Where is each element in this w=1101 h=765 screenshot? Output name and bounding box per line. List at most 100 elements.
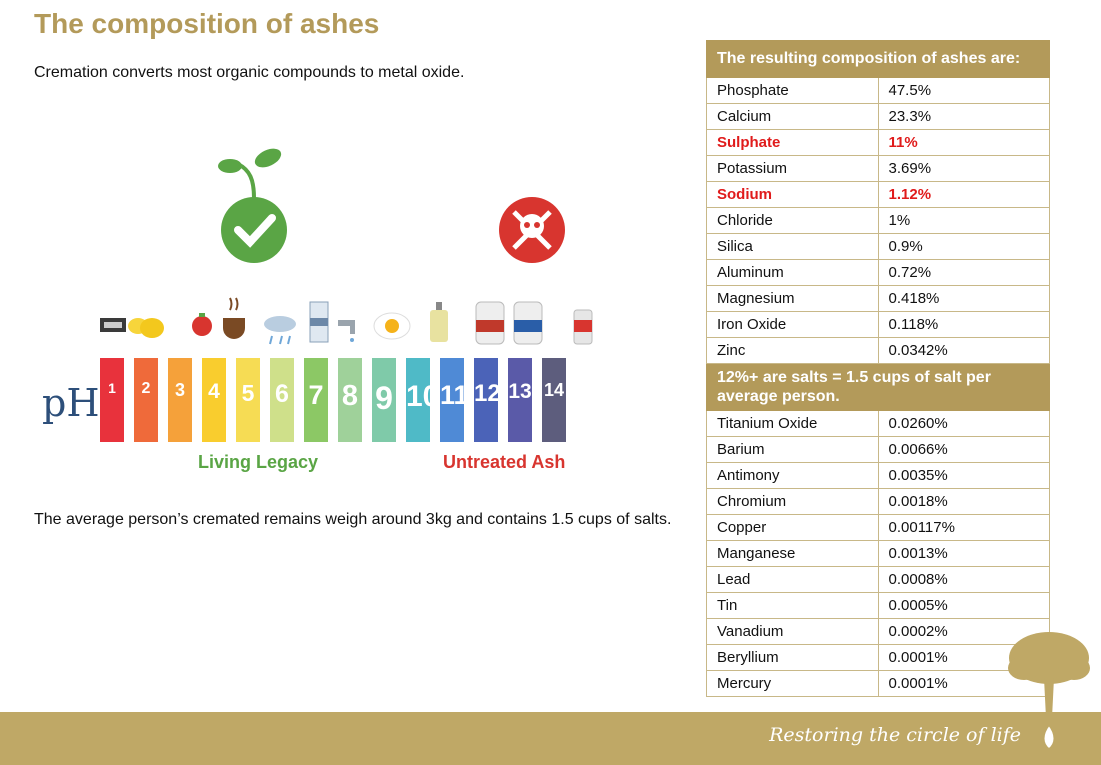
table-row: Tin 0.0005% — [706, 592, 1050, 619]
element-name: Lead — [706, 566, 879, 593]
ph-bar-2: 2 — [134, 358, 158, 442]
element-name: Tin — [706, 592, 879, 619]
element-name: Calcium — [706, 103, 879, 130]
tagline: Restoring the circle of life — [769, 724, 1021, 746]
element-value: 0.0035% — [877, 462, 1050, 489]
element-value: 0.0018% — [877, 488, 1050, 515]
ph-bar-label: 8 — [341, 380, 359, 412]
table-row: Potassium 3.69% — [706, 155, 1050, 182]
table-row: Calcium 23.3% — [706, 103, 1050, 130]
element-name: Phosphate — [706, 77, 879, 104]
ph-bar-6: 6 — [270, 358, 294, 442]
ph-bar-7: 7 — [304, 358, 328, 442]
element-name: Sulphate — [706, 129, 879, 156]
ph-bar-label: 13 — [508, 380, 532, 403]
page-title: The composition of ashes — [34, 8, 380, 39]
ph-bar-label: 11 — [440, 380, 469, 410]
element-name: Silica — [706, 233, 879, 260]
bleach-jug-icon — [513, 301, 543, 345]
table-row: Manganese 0.0013% — [706, 540, 1050, 567]
element-name: Beryllium — [706, 644, 879, 671]
ph-bar-11: 11 — [440, 358, 469, 442]
table-row: Beryllium 0.0001% — [706, 644, 1050, 671]
soap-bottle-icon — [430, 302, 448, 342]
ph-bar-label: 9 — [375, 380, 393, 416]
ph-bar-13: 13 — [508, 358, 532, 442]
table-row: Antimony 0.0035% — [706, 462, 1050, 489]
ph-bar-label: 12 — [474, 380, 501, 407]
ph-bar-5: 5 — [236, 358, 260, 442]
tree-icon — [1008, 632, 1090, 752]
element-value: 0.0008% — [877, 566, 1050, 593]
battery-icon — [100, 318, 126, 332]
ph-bar-1: 1 — [100, 358, 124, 442]
table-row: Phosphate 47.5% — [706, 77, 1050, 104]
table-row: Lead 0.0008% — [706, 566, 1050, 593]
element-value: 1.12% — [877, 181, 1050, 208]
element-value: 23.3% — [877, 103, 1050, 130]
ph-bar-9: 9 — [372, 358, 396, 442]
ph-bar-14: 14 — [542, 358, 566, 442]
ph-bar-10: 10 — [406, 358, 440, 442]
table-header: The resulting composition of ashes are: — [706, 40, 1050, 78]
element-name: Chloride — [706, 207, 879, 234]
table-row: Silica 0.9% — [706, 233, 1050, 260]
egg-icon — [373, 312, 411, 340]
ph-bar-label: 5 — [241, 380, 255, 406]
drain-cleaner-icon — [573, 309, 593, 345]
element-name: Iron Oxide — [706, 311, 879, 338]
table-subheader: 12%+ are salts = 1.5 cups of salt per av… — [706, 363, 1050, 411]
ph-bar-label: 4 — [208, 380, 220, 403]
element-value: 11% — [877, 129, 1050, 156]
element-name: Sodium — [706, 181, 879, 208]
table-row: Copper 0.00117% — [706, 514, 1050, 541]
element-value: 1% — [877, 207, 1050, 234]
element-value: 47.5% — [877, 77, 1050, 104]
intro-text: Cremation converts most organic compound… — [34, 64, 465, 81]
lemon-icon — [128, 318, 164, 338]
ph-bar-label: 7 — [308, 380, 324, 410]
element-value: 0.118% — [877, 311, 1050, 338]
element-name: Chromium — [706, 488, 879, 515]
composition-table: The resulting composition of ashes are: … — [706, 40, 1050, 697]
element-value: 0.00117% — [877, 514, 1050, 541]
element-value: 0.72% — [877, 259, 1050, 286]
table-row: Sodium 1.12% — [706, 181, 1050, 208]
element-value: 0.0260% — [877, 410, 1050, 437]
skull-crossbones-icon — [499, 197, 565, 263]
element-name: Manganese — [706, 540, 879, 567]
table-row: Iron Oxide 0.118% — [706, 311, 1050, 338]
table-row: Chloride 1% — [706, 207, 1050, 234]
element-name: Mercury — [706, 670, 879, 697]
ph-icons — [100, 148, 593, 345]
coffee-icon — [223, 297, 245, 339]
element-name: Copper — [706, 514, 879, 541]
table-row: Magnesium 0.418% — [706, 285, 1050, 312]
ph-bar-12: 12 — [474, 358, 501, 442]
ph-bar-label: 10 — [406, 380, 440, 413]
table-row: Mercury 0.0001% — [706, 670, 1050, 697]
table-row: Titanium Oxide 0.0260% — [706, 410, 1050, 437]
ph-bar-3: 3 — [168, 358, 192, 442]
living-legacy-label: Living Legacy — [198, 452, 319, 472]
ph-bar-label: 6 — [275, 380, 289, 408]
element-value: 0.0005% — [877, 592, 1050, 619]
ph-bar-4: 4 — [202, 358, 226, 442]
rain-cloud-icon — [264, 316, 296, 345]
element-name: Aluminum — [706, 259, 879, 286]
footer: Restoring the circle of life — [0, 712, 1101, 765]
element-value: 0.0342% — [877, 337, 1050, 364]
milk-carton-icon — [309, 301, 329, 343]
element-value: 3.69% — [877, 155, 1050, 182]
ph-bar-label: 2 — [141, 380, 151, 397]
tomato-icon — [192, 313, 212, 336]
table-row: Aluminum 0.72% — [706, 259, 1050, 286]
element-name: Antimony — [706, 462, 879, 489]
element-name: Zinc — [706, 337, 879, 364]
outro-text: The average person’s cremated remains we… — [34, 511, 672, 528]
sprout-check-icon — [218, 148, 287, 263]
table-row: Vanadium 0.0002% — [706, 618, 1050, 645]
element-name: Potassium — [706, 155, 879, 182]
element-value: 0.418% — [877, 285, 1050, 312]
ph-bar-label: 3 — [174, 380, 185, 400]
